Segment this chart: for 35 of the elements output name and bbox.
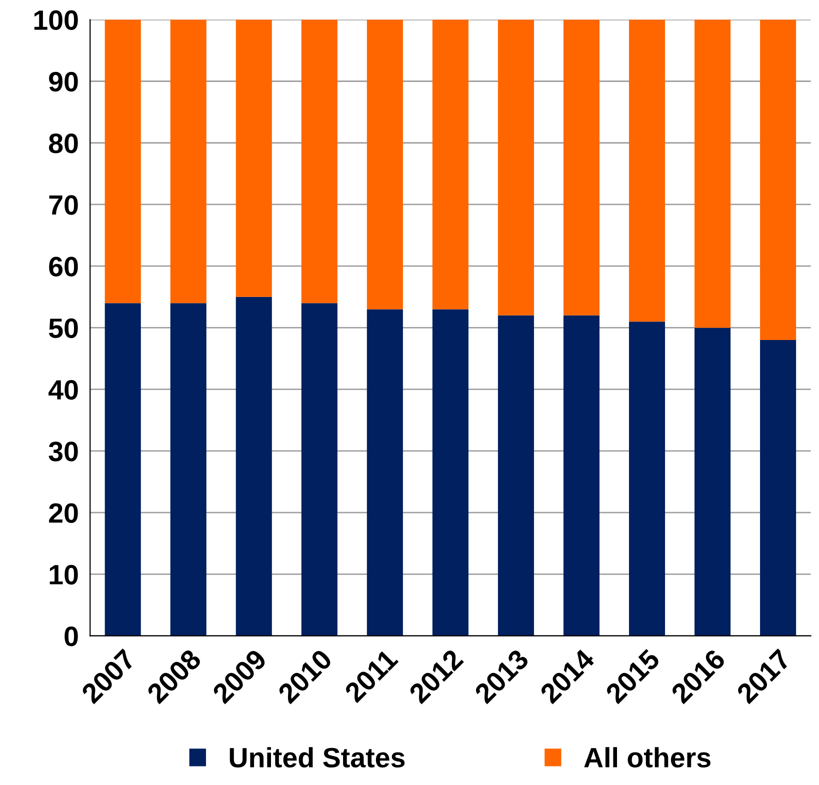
bar [498, 315, 534, 636]
bar [432, 309, 468, 636]
bar [628, 20, 666, 322]
y-tick-label: 10 [50, 564, 78, 585]
bar [104, 303, 141, 636]
bar [432, 20, 468, 310]
y-tick-label: 70 [49, 195, 78, 215]
y-tick-label: 90 [49, 72, 78, 92]
y-tick-label: 0 [64, 626, 78, 646]
y-tick-label: 40 [48, 380, 78, 400]
y-tick-label: 100 [34, 10, 78, 30]
bar [694, 328, 731, 636]
bar [760, 340, 796, 636]
bar [563, 20, 600, 316]
y-tick-label: 50 [48, 318, 78, 338]
bar [236, 20, 272, 297]
bar [301, 20, 338, 304]
bar [301, 303, 338, 636]
y-tick-label: 30 [48, 442, 78, 462]
bar [366, 309, 403, 636]
bar [366, 20, 403, 310]
bar [236, 296, 272, 636]
legend-label: United States [230, 747, 405, 768]
bar [694, 20, 731, 328]
bar [760, 20, 796, 340]
bar [170, 303, 206, 636]
bar [628, 322, 666, 636]
bar [498, 20, 534, 316]
bar [170, 20, 206, 304]
bar [563, 315, 600, 636]
legend-label: All others [584, 747, 710, 768]
bar [104, 20, 141, 304]
y-tick-label: 20 [49, 503, 78, 523]
y-tick-label: 60 [49, 256, 78, 276]
y-tick-label: 80 [48, 134, 78, 154]
